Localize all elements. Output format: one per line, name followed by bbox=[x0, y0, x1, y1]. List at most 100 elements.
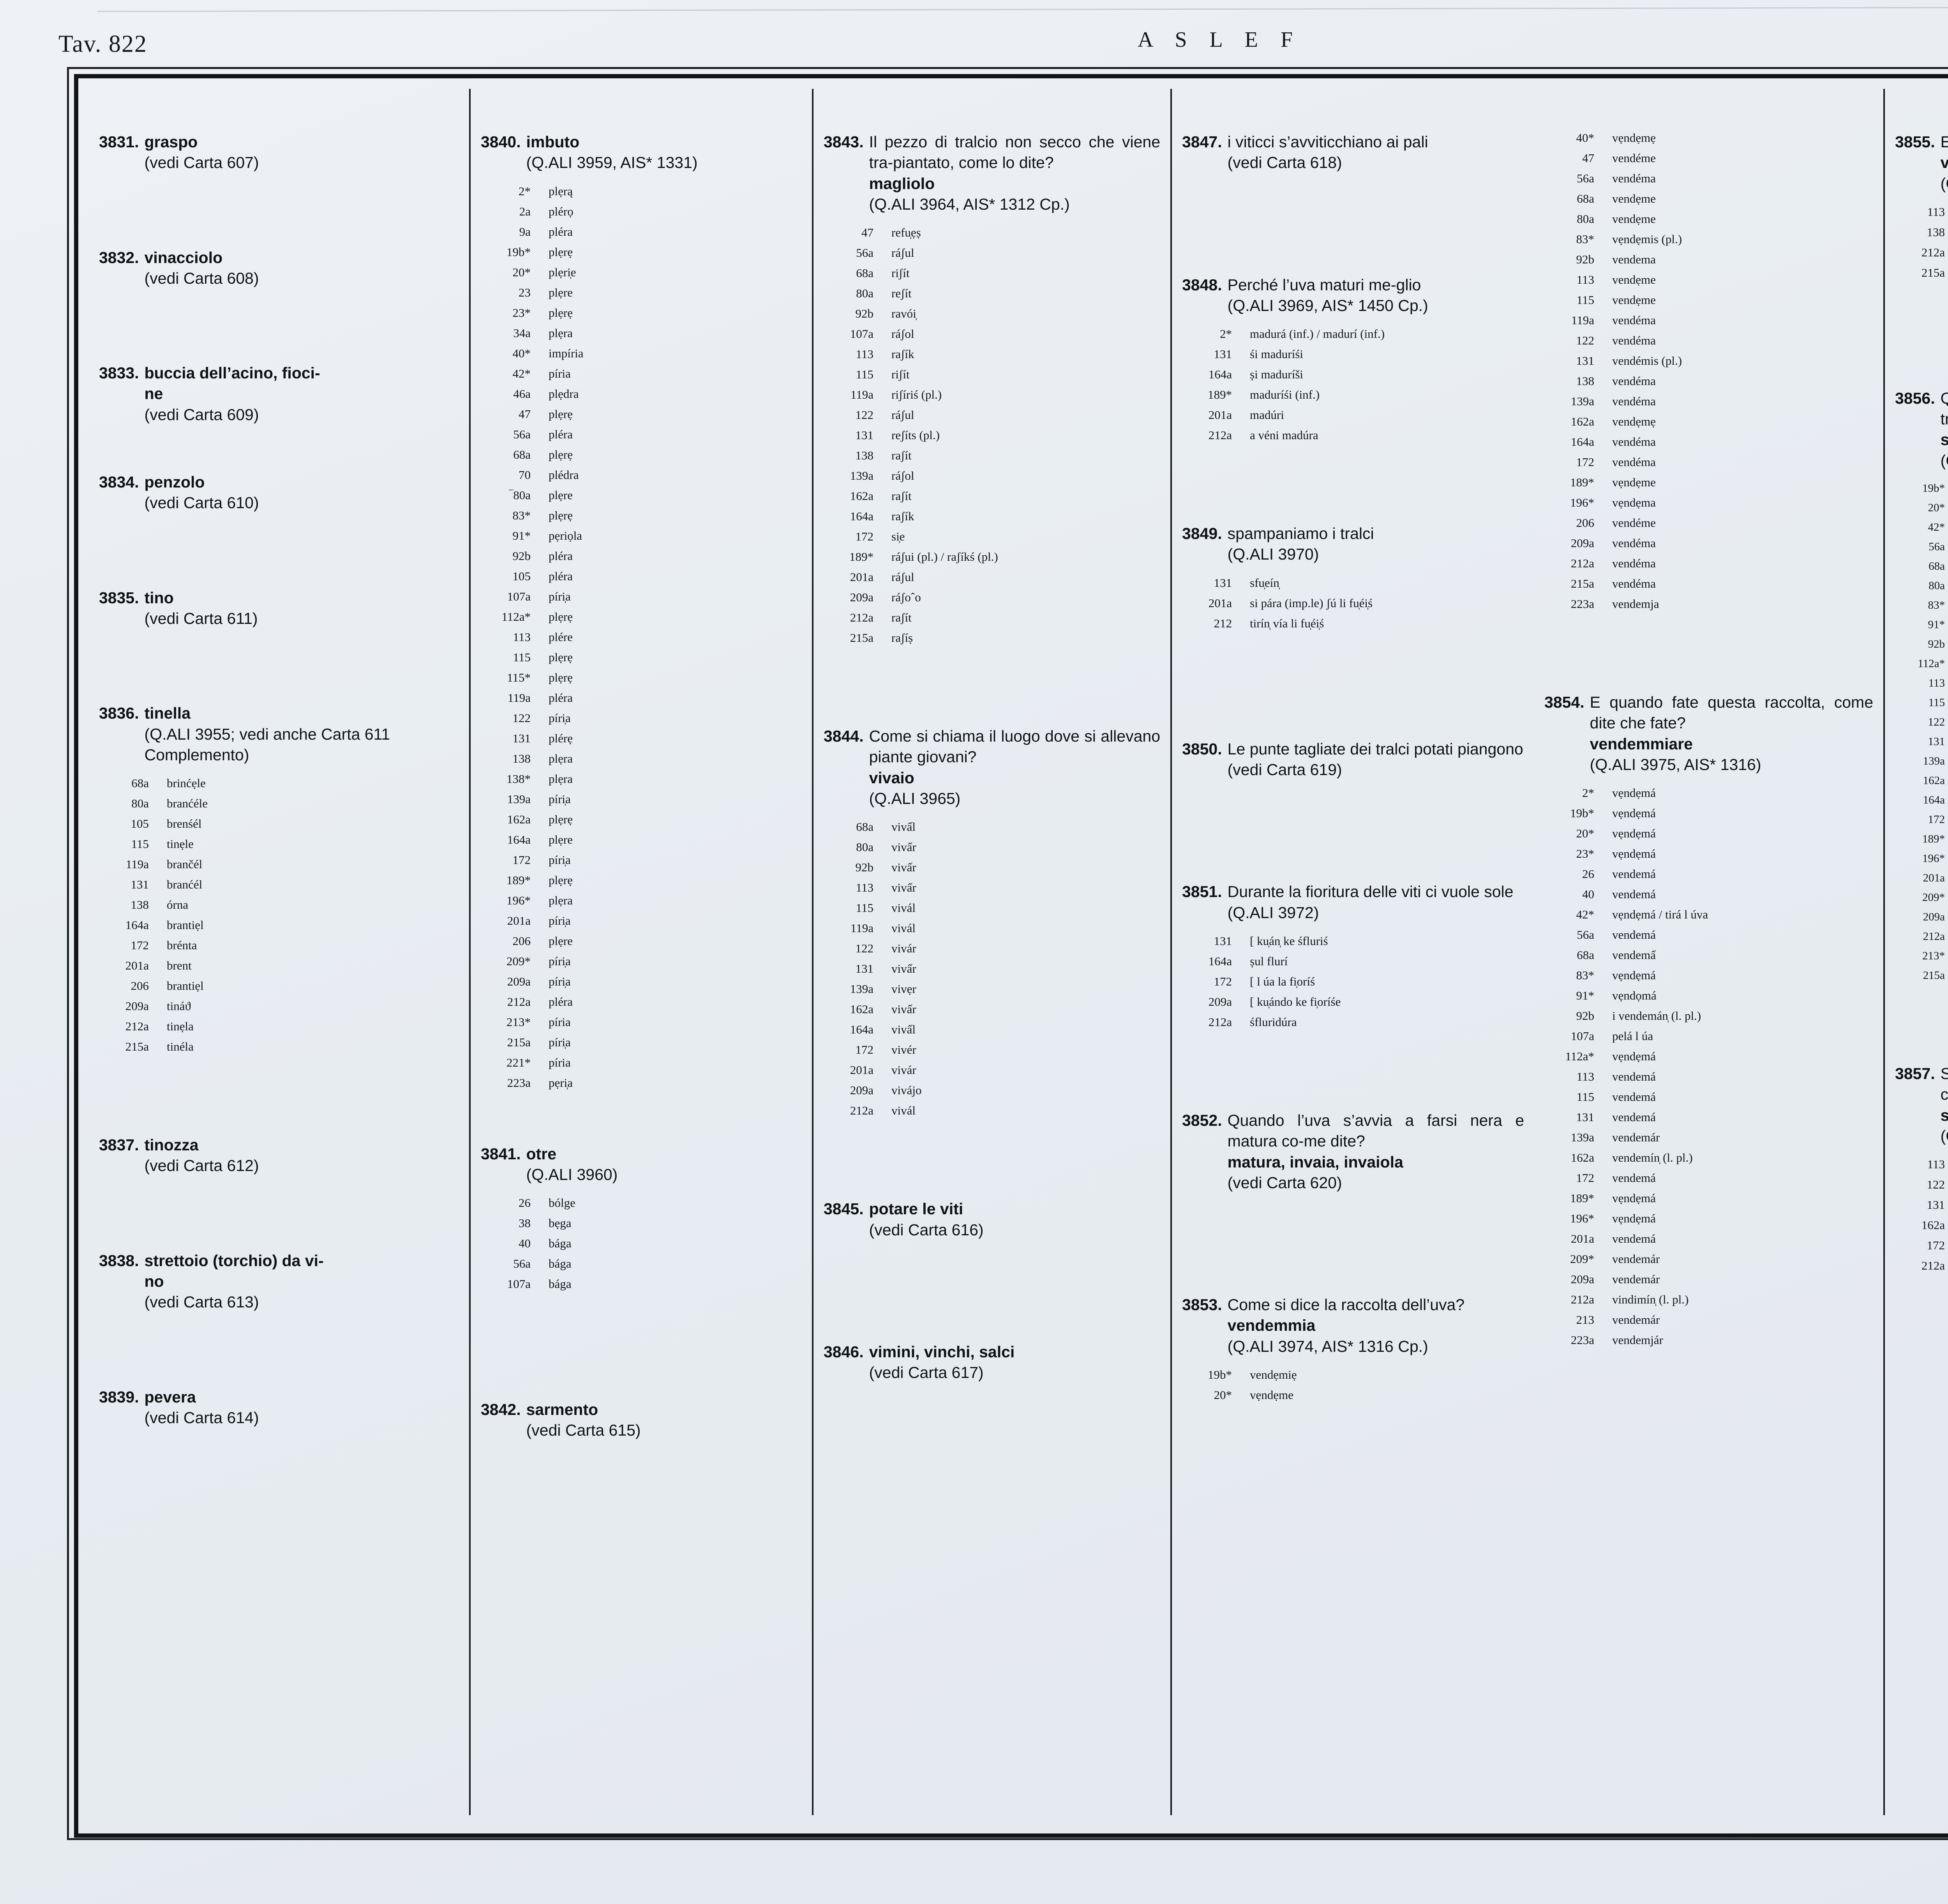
atlas-title: A S L E F bbox=[1138, 28, 1301, 52]
dialect-form: vẹndẹmá bbox=[1612, 827, 1656, 841]
point-id: 172 bbox=[1927, 1238, 1945, 1252]
data-row: 80a reʃít bbox=[824, 287, 1160, 299]
dialect-form: bẹga bbox=[549, 1216, 572, 1230]
data-row: 38 bẹga bbox=[481, 1217, 802, 1229]
point-id: 113 bbox=[513, 630, 531, 644]
point-id: 68a bbox=[1577, 192, 1594, 205]
dialect-form: vendẹme bbox=[1612, 273, 1656, 286]
entry-data-list: 68a vivấl 80a vivấr 92b vivấr 113 vivấr 115 v… bbox=[824, 821, 1160, 1116]
scan-edge-line bbox=[97, 6, 1948, 12]
point-id: 68a bbox=[131, 776, 149, 790]
point-id: 215a bbox=[1921, 265, 1945, 279]
dialect-form: plẹrẹ bbox=[549, 609, 573, 623]
point-id: 172 bbox=[1576, 1171, 1595, 1185]
spacer bbox=[1895, 287, 1948, 388]
dialect-form: ráʃul bbox=[891, 246, 914, 260]
dialect-form: píria bbox=[549, 1015, 571, 1029]
data-row: 131 reʃíts (pl.) bbox=[824, 429, 1160, 441]
data-row: 172 vendéma bbox=[1544, 456, 1873, 468]
dialect-form: brantiẹl bbox=[167, 918, 204, 932]
point-id: 164a bbox=[1208, 367, 1232, 382]
entry-keyword: vendemmiatori bbox=[1940, 154, 1948, 172]
entry-3854: 3854. E quando fate questa raccolta, com… bbox=[1544, 692, 1873, 1346]
point-id: 80a bbox=[1929, 579, 1945, 592]
entry-question: imbuto bbox=[526, 133, 580, 151]
data-row: 172 [ l úa la fi̩oríś bbox=[1182, 975, 1524, 987]
dialect-form: vendemá bbox=[1612, 1090, 1656, 1104]
entry-number: 3844. bbox=[824, 727, 864, 745]
dialect-form: vivẹr bbox=[891, 982, 916, 996]
dialect-form: ráʃoˆo bbox=[891, 590, 921, 604]
entry-data-list: 113a și ʃgrańọle 122śe ʃgᵃrńeléa 131ʃgra… bbox=[1895, 1158, 1948, 1272]
point-id: 221* bbox=[506, 1055, 531, 1069]
point-id: 164a bbox=[1923, 794, 1945, 807]
spacer bbox=[99, 1176, 459, 1250]
data-row: 70 plédra bbox=[481, 469, 802, 481]
entry-3855: 3855. E come dite quelli che la raccolgo… bbox=[1895, 132, 1948, 279]
data-row: 113 vendẹme bbox=[1544, 274, 1873, 286]
entry-question: sarmento bbox=[526, 1401, 598, 1419]
point-id: 189* bbox=[849, 550, 873, 564]
dialect-form: vendemá bbox=[1612, 1070, 1656, 1084]
entry-question: penzolo bbox=[144, 473, 205, 491]
point-id: 115* bbox=[507, 670, 531, 684]
point-id: 20* bbox=[1928, 502, 1945, 514]
point-id: 164a bbox=[850, 1023, 873, 1037]
data-row: 139a vivẹr bbox=[824, 983, 1160, 995]
data-row: 212a vendéma bbox=[1544, 557, 1873, 569]
entry-3851: 3851. Durante la fioritura delle viti ci… bbox=[1182, 881, 1524, 1028]
data-row: 164a și maduríši bbox=[1182, 368, 1524, 380]
dialect-form: plẹrẹ bbox=[549, 447, 573, 461]
data-row: 56aśigulá (inf.) bbox=[1895, 541, 1948, 553]
data-row: 162a raʃít bbox=[824, 490, 1160, 502]
point-id: 201a bbox=[850, 570, 873, 584]
data-row: 47 plẹrẹ bbox=[481, 408, 802, 420]
entry-3850: 3850. Le punte tagliate dei tralci potat… bbox=[1182, 739, 1524, 781]
data-row: 139a ráʃol bbox=[824, 470, 1160, 482]
point-id: 172 bbox=[855, 1043, 874, 1057]
entry-number: 3851. bbox=[1182, 883, 1222, 901]
data-row: 162a plẹrẹ bbox=[481, 813, 802, 825]
point-id: 91* bbox=[512, 528, 531, 542]
entry-3856: 3856. Quando si raccoglie ciò che è rima… bbox=[1895, 388, 1948, 981]
entry-question: strettoio (torchio) da vi- no bbox=[144, 1251, 324, 1291]
entry-reference: (Q.ALI 3969, AIS* 1450 Cp.) bbox=[1227, 296, 1428, 314]
column-6: 3855. E come dite quelli che la raccolgo… bbox=[1885, 89, 1948, 1815]
data-row: 40 vendemá bbox=[1544, 888, 1873, 900]
point-id: 92b bbox=[855, 860, 874, 874]
data-row: 26 bólge bbox=[481, 1197, 802, 1209]
point-id: 172 bbox=[855, 530, 874, 544]
data-row: 209a ráʃoˆo bbox=[824, 591, 1160, 603]
point-id: 162a bbox=[507, 812, 531, 826]
dialect-form: plẹdra bbox=[549, 387, 579, 401]
entry-columns: 3831. graspo (vedi Carta 607) 3832. vina… bbox=[89, 89, 1948, 1815]
dialect-form: [ l úa la fi̩oríś bbox=[1250, 974, 1315, 988]
data-row: 138 plẹra bbox=[481, 752, 802, 765]
data-row: 105 brenśél bbox=[99, 818, 459, 830]
dialect-form: a véni madúra bbox=[1250, 428, 1318, 442]
data-row: 189* vẹndẹme bbox=[1544, 476, 1873, 488]
dialect-form: vendéma bbox=[1612, 374, 1656, 388]
entry-3844: 3844. Come si chiama il luogo dove si al… bbox=[824, 726, 1160, 1116]
data-row: 196* vẹndẹmá bbox=[1544, 1212, 1873, 1224]
entry-number: 3855. bbox=[1895, 133, 1935, 151]
data-row: 138 vendéma bbox=[1544, 375, 1873, 387]
dialect-form: bága bbox=[549, 1277, 572, 1291]
dialect-form: plẹrẹ bbox=[549, 873, 573, 887]
data-row: 212a tinẹla bbox=[99, 1020, 459, 1032]
data-row: 19b*či̩rí kẹs rapúz dọpu vẹndẹmát (inf.) bbox=[1895, 483, 1948, 494]
data-row: 212aśi ʃgrańẹla bbox=[1895, 1259, 1948, 1272]
spacer bbox=[1182, 1193, 1524, 1295]
dialect-form: vendẹmẹ bbox=[1612, 415, 1656, 428]
entry-number: 3856. bbox=[1895, 389, 1935, 407]
point-id: 209a bbox=[1923, 911, 1945, 924]
dialect-form: pẹriọla bbox=[549, 528, 582, 542]
data-row: 56a vendéma bbox=[1544, 172, 1873, 184]
entry-reference: (Q.ALI 3965) bbox=[869, 790, 961, 808]
data-row: 68a vendẹme bbox=[1544, 193, 1873, 205]
data-row: 46a plẹdra bbox=[481, 388, 802, 400]
data-row: 113a ván (3 pl.) a rašćúz bbox=[1895, 678, 1948, 689]
data-row: 215a tinéla bbox=[99, 1040, 459, 1053]
data-row: 107a bága bbox=[481, 1278, 802, 1290]
